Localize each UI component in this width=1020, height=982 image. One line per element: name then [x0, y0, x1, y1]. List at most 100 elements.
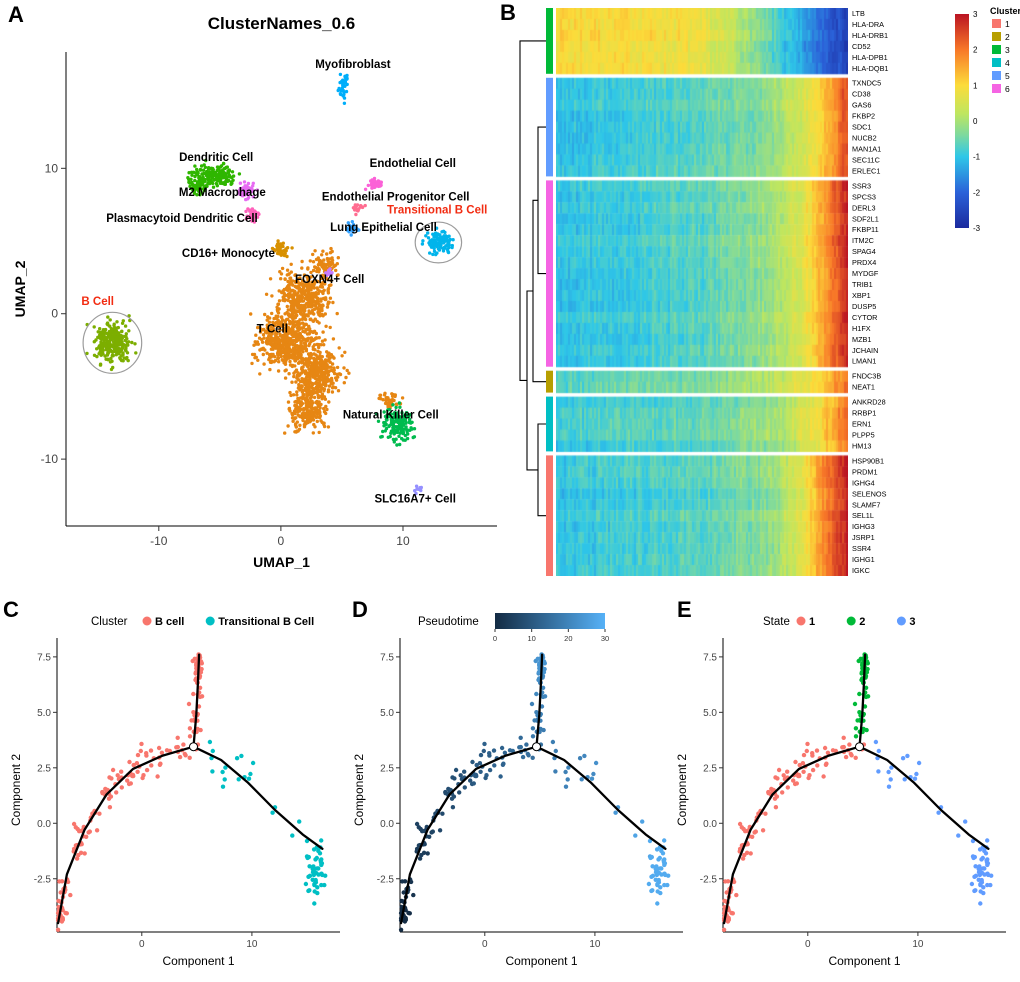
cluster-plasmacytoid-dendritic-cell: [244, 207, 261, 224]
trajectory-y-tick-label: 7.5: [380, 652, 394, 663]
trajectory-y-tick-label: -2.5: [377, 874, 395, 885]
gene-label: FKBP11: [852, 225, 879, 234]
gene-label: IGHG4: [852, 478, 875, 487]
panel-label-c: C: [3, 597, 19, 622]
trajectory-panel-c: 0 10 -2.5 0.0 2.5 5.0 7.5 Cluster B cell Transiti…: [34, 616, 340, 950]
gene-label: HLA-DRB1: [852, 31, 888, 40]
trajectory-y-tick-label: 5.0: [380, 708, 394, 719]
pseudotime-tick-label: 10: [527, 634, 535, 643]
trajectory-x-tick-label: 0: [805, 939, 811, 950]
panel-label-d: D: [352, 597, 368, 622]
gene-label: CYTOR: [852, 313, 877, 322]
cluster-b-cell: [85, 314, 138, 372]
cluster-label: Dendritic Cell: [179, 152, 253, 164]
cluster-label: Transitional B Cell: [387, 204, 487, 216]
cluster-label: Myofibroblast: [315, 59, 391, 71]
legend-title: Pseudotime: [418, 616, 479, 628]
cluster-label: Natural Killer Cell: [343, 409, 439, 421]
cluster-legend-label: 5: [1005, 71, 1010, 81]
cluster-foxn4-cell: [324, 267, 334, 278]
sidebar-block: [546, 396, 553, 452]
cluster-t-cell: [249, 246, 405, 435]
colorbar-tick-label: 3: [973, 10, 978, 19]
cluster-legend-swatch: [992, 45, 1001, 54]
gene-label: FNDC3B: [852, 372, 881, 381]
trajectory-x-tick-label: 10: [246, 939, 258, 950]
trajectory-y-tick-label: 5.0: [37, 708, 51, 719]
gene-label: SDC1: [852, 123, 871, 132]
panel-label-b: B: [500, 0, 516, 25]
legend-item-label: 3: [909, 616, 915, 628]
legend-title: Cluster: [91, 616, 128, 628]
trajectory-x-tick-label: 10: [589, 939, 601, 950]
trajectory-d-ylabel: Component 2: [352, 753, 366, 827]
trajectory-y-tick-label: -2.5: [700, 874, 718, 885]
dendrogram: [519, 40, 546, 517]
cluster-label: Plasmacytoid Dendritic Cell: [106, 213, 257, 225]
trajectory-legend-d: Pseudotime 0 10 20 30: [418, 613, 609, 643]
legend-dot: [896, 616, 906, 626]
cluster-label: B Cell: [81, 296, 114, 308]
legend-item-label: 2: [859, 616, 865, 628]
trajectory-points: [721, 652, 994, 932]
pseudotime-colorbar: [495, 613, 605, 629]
trajectory-x-tick-label: 0: [482, 939, 488, 950]
gene-label: XBP1: [852, 291, 871, 300]
colorbar-tick-label: 0: [973, 117, 978, 126]
gene-label: ANKRD28: [852, 398, 886, 407]
gene-label: CD38: [852, 90, 871, 99]
trajectory-e-xlabel: Component 1: [828, 954, 901, 968]
trajectory-line: [722, 745, 861, 925]
gene-label: DERL3: [852, 203, 876, 212]
umap-x-tick-label: 0: [278, 534, 285, 548]
gene-label: MAN1A1: [852, 145, 881, 154]
umap-xlabel: UMAP_1: [253, 554, 310, 570]
trajectory-line: [858, 745, 990, 850]
gene-label: NEAT1: [852, 383, 875, 392]
gene-label: MYDGF: [852, 269, 879, 278]
legend-dot: [796, 616, 806, 626]
cluster-legend-swatch: [992, 19, 1001, 28]
legend-dot: [142, 616, 152, 626]
gene-label: IGKC: [852, 566, 870, 575]
cluster-label: SLC16A7+ Cell: [374, 494, 456, 506]
gene-label: HLA-DPB1: [852, 53, 888, 62]
gene-label: RRBP1: [852, 409, 876, 418]
cluster-legend-label: 1: [1005, 19, 1010, 29]
umap-title: ClusterNames_0.6: [207, 14, 356, 33]
gene-label: SEL1L: [852, 511, 874, 520]
gene-label: JSRP1: [852, 533, 875, 542]
cluster-natural-killer-cell: [375, 401, 417, 447]
umap-ylabel: UMAP_2: [12, 260, 28, 318]
gene-label: NUCB2: [852, 134, 877, 143]
trajectory-y-tick-label: 2.5: [37, 763, 51, 774]
heatmap-canvas: [556, 8, 848, 576]
gene-label: HSP90B1: [852, 456, 884, 465]
cluster-lung-epithelial-cell: [345, 220, 361, 237]
cluster-label: Endothelial Cell: [370, 158, 456, 170]
gene-label: CD52: [852, 42, 871, 51]
trajectory-y-tick-label: 0.0: [703, 819, 717, 830]
cluster-annotation-sidebar: [546, 8, 553, 576]
gene-label: IGHG1: [852, 555, 875, 564]
gene-label: FKBP2: [852, 112, 875, 121]
gene-label: IGHG3: [852, 522, 875, 531]
trajectory-line: [535, 745, 667, 850]
gene-label: SSR3: [852, 181, 871, 190]
cluster-transitional-b-cell: [420, 226, 455, 257]
cluster-label: Endothelial Progenitor Cell: [322, 191, 470, 203]
legend-dot: [205, 616, 215, 626]
gene-label: ERN1: [852, 420, 871, 429]
branch-point-node: [855, 742, 864, 752]
legend-dot: [846, 616, 856, 626]
trajectory-points: [398, 652, 671, 932]
umap-cluster-labels: Myofibroblast Dendritic Cell Endothelial C…: [81, 59, 487, 506]
cluster-legend-swatch: [992, 71, 1001, 80]
trajectory-e-ylabel: Component 2: [675, 753, 689, 827]
sidebar-block: [546, 180, 553, 367]
trajectory-axes: 0 10 -2.5 0.0 2.5 5.0 7.5: [34, 638, 340, 950]
trajectory-c-ylabel: Component 2: [9, 753, 23, 827]
cluster-legend-label: 4: [1005, 58, 1010, 68]
gene-label: LMAN1: [852, 357, 876, 366]
trajectory-line: [535, 653, 544, 748]
